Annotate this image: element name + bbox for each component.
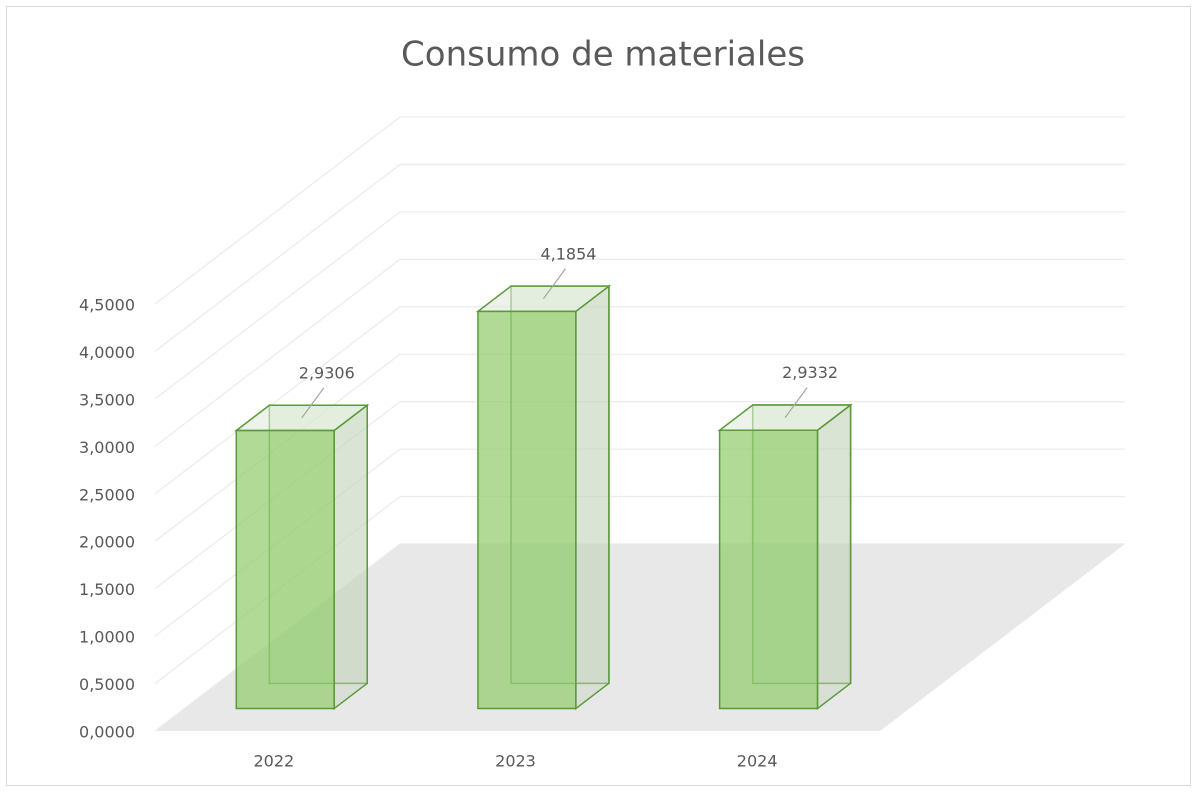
y-tick-label: 1,0000: [79, 628, 135, 647]
bar-front: [718, 429, 819, 710]
grid-line: [154, 211, 1125, 400]
leader-line: [542, 268, 566, 300]
y-tick-label: 3,5000: [79, 390, 135, 409]
y-tick-label: 4,0000: [79, 343, 135, 362]
data-label: 2,9332: [782, 363, 838, 382]
floor: [155, 544, 1125, 731]
y-tick-label: 4,5000: [79, 296, 135, 315]
y-tick-label: 2,0000: [79, 533, 135, 552]
x-tick-label: 2024: [737, 752, 778, 771]
data-label: 2,9306: [299, 363, 355, 382]
grid-line: [154, 116, 1125, 305]
grid-line: [154, 258, 1125, 447]
y-tick-label: 2,5000: [79, 485, 135, 504]
bar-side: [575, 284, 610, 711]
leader-line: [784, 387, 808, 418]
y-tick-label: 0,0000: [79, 723, 135, 742]
x-tick-label: 2022: [253, 752, 294, 771]
y-tick-label: 3,0000: [79, 438, 135, 457]
x-tick-label: 2023: [495, 752, 536, 771]
leader-line: [301, 387, 325, 419]
bar-side: [816, 403, 852, 711]
y-tick-label: 0,5000: [79, 675, 135, 694]
grid-line: [154, 163, 1125, 352]
chart-title: Consumo de materiales: [401, 35, 805, 75]
y-tick-label: 1,5000: [79, 580, 135, 599]
bar-side: [333, 403, 368, 711]
data-label: 4,1854: [540, 244, 596, 263]
bar-front: [477, 310, 577, 710]
bar-front: [235, 429, 335, 710]
